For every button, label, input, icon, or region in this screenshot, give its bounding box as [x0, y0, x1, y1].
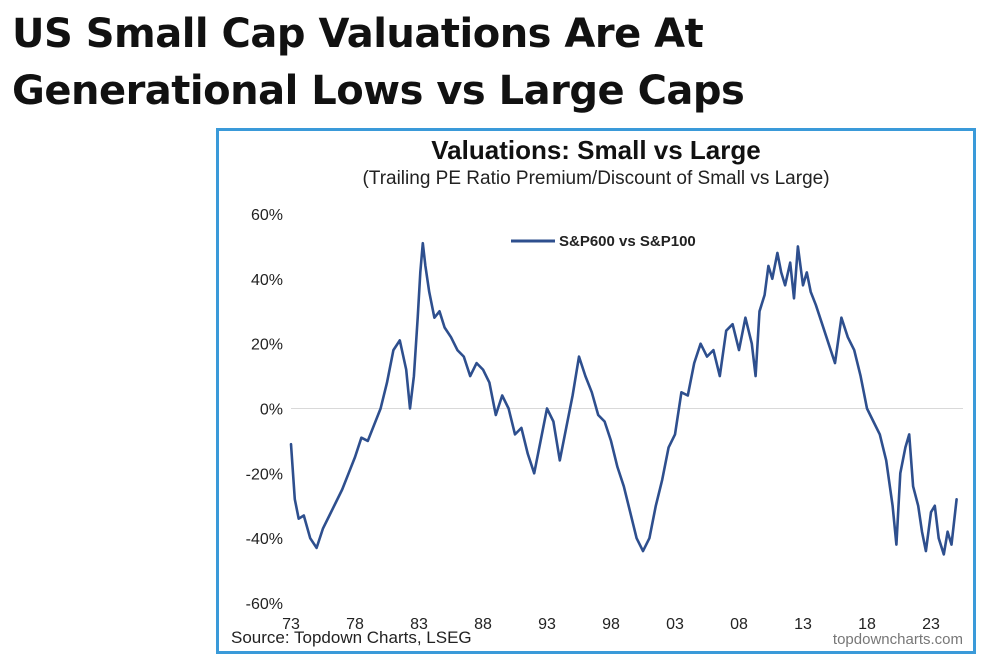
y-tick-label: 40%: [251, 272, 283, 289]
x-tick-label: 13: [794, 616, 812, 633]
x-tick-label: 83: [410, 616, 428, 633]
y-tick-label: -60%: [246, 596, 283, 613]
watermark: topdowncharts.com: [832, 631, 963, 648]
chart-plot: 60% 40% 20% 0% -20% -40% -60% 73 78 83 88 93 98 03 08 1…: [246, 207, 963, 633]
y-tick-label: 0%: [260, 402, 283, 419]
chart-frame: 60% 40% 20% 0% -20% -40% -60% 73 78 83 88 93 98 03 08 1…: [216, 128, 976, 654]
x-tick-label: 93: [538, 616, 556, 633]
x-tick-label: 23: [922, 616, 940, 633]
x-tick-label: 98: [602, 616, 620, 633]
y-tick-label: 20%: [251, 337, 283, 354]
x-tick-label: 78: [346, 616, 364, 633]
x-tick-label: 03: [666, 616, 684, 633]
chart-subtitle: (Trailing PE Ratio Premium/Discount of S…: [362, 168, 830, 189]
x-tick-label: 18: [858, 616, 876, 633]
x-tick-label: 08: [730, 616, 748, 633]
x-tick-label: 73: [282, 616, 300, 633]
series-line: [289, 241, 958, 556]
legend-label: S&P600 vs S&P100: [559, 233, 696, 250]
headline-line-2: Generational Lows vs Large Caps: [12, 68, 745, 114]
headline-line-1: US Small Cap Valuations Are At: [12, 11, 704, 57]
headline: US Small Cap Valuations Are At Generatio…: [12, 6, 972, 120]
y-tick-label: -20%: [246, 466, 283, 483]
chart-title: Valuations: Small vs Large: [431, 135, 761, 165]
y-tick-label: 60%: [251, 207, 283, 224]
y-tick-label: -40%: [246, 531, 283, 548]
x-tick-label: 88: [474, 616, 492, 633]
chart-source: Source: Topdown Charts, LSEG: [231, 628, 472, 647]
